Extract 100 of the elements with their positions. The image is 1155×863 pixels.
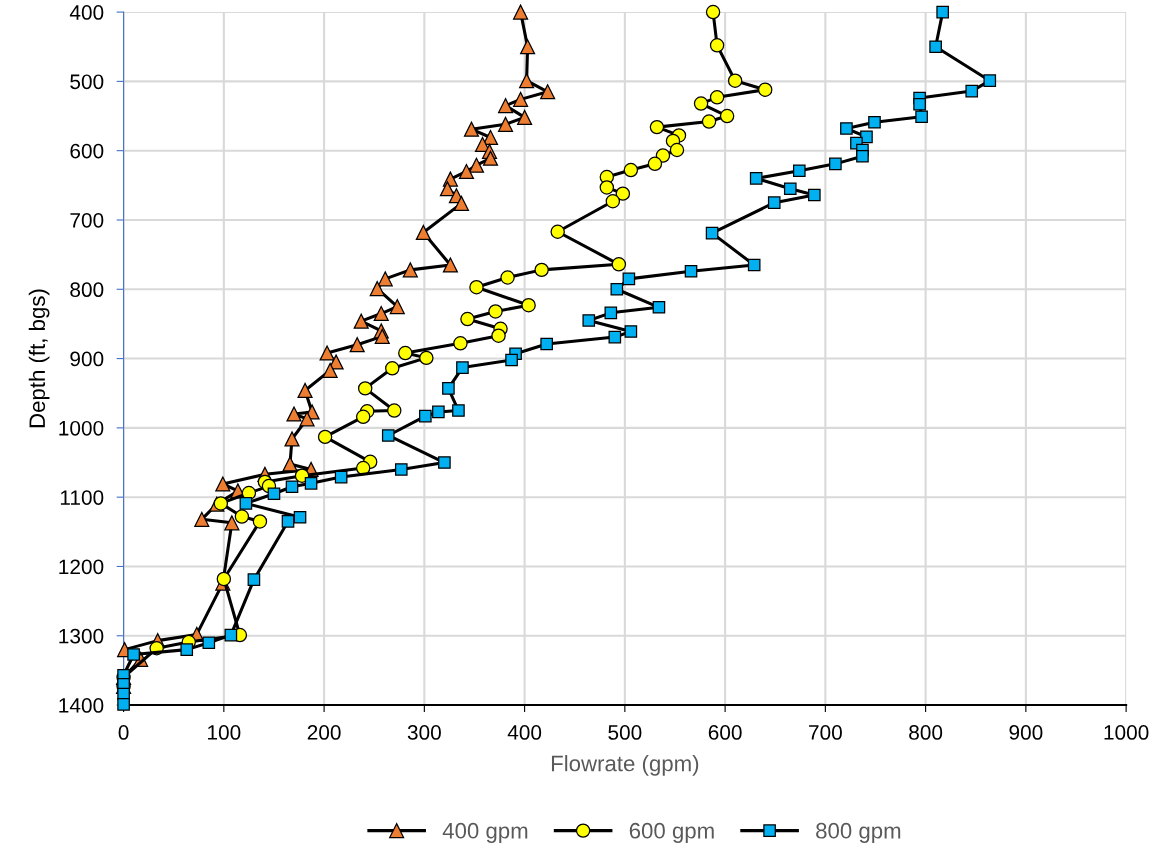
x-tick-label: 400	[507, 725, 542, 740]
point	[297, 382, 313, 399]
point	[385, 361, 400, 376]
y-tick-label: 500	[70, 74, 104, 90]
x-tick-label: 900	[1009, 725, 1043, 740]
point	[488, 304, 503, 319]
point	[267, 487, 281, 501]
point	[624, 325, 638, 338]
point	[610, 282, 624, 296]
point	[389, 299, 405, 315]
point	[497, 116, 514, 132]
x-axis-title: Flowrate (gpm)	[551, 755, 699, 776]
x-tick-label: 1000	[1104, 725, 1149, 740]
point	[456, 361, 469, 374]
point	[669, 142, 685, 158]
point	[281, 515, 295, 528]
point	[719, 108, 735, 124]
point	[224, 515, 240, 531]
point	[374, 328, 390, 344]
point	[317, 429, 333, 445]
point	[808, 188, 821, 202]
point	[747, 258, 761, 272]
point	[513, 91, 529, 107]
legend-label: 600 gpm	[629, 822, 714, 843]
point	[458, 163, 475, 180]
legend-label: 800 gpm	[816, 822, 901, 843]
point	[534, 262, 549, 278]
point	[540, 337, 553, 351]
point	[684, 264, 698, 278]
point	[419, 350, 434, 366]
point	[299, 411, 315, 427]
point	[829, 157, 842, 171]
point	[604, 306, 618, 320]
point	[234, 509, 250, 524]
point	[127, 648, 140, 661]
point	[438, 456, 451, 469]
point	[709, 90, 725, 105]
point	[285, 480, 299, 494]
x-tick-label: 500	[608, 725, 642, 740]
point	[783, 182, 797, 196]
point	[419, 409, 432, 423]
point	[373, 305, 389, 322]
point	[915, 110, 928, 124]
x-tick-label: 200	[307, 725, 341, 740]
point	[381, 429, 395, 442]
point	[377, 271, 393, 287]
point	[402, 262, 418, 278]
point	[387, 403, 402, 418]
point	[442, 257, 458, 273]
point	[757, 82, 773, 97]
point	[605, 194, 621, 209]
point	[394, 463, 408, 476]
point	[693, 96, 709, 111]
point	[965, 84, 979, 98]
point	[202, 636, 216, 650]
point	[649, 119, 665, 135]
point	[415, 224, 431, 241]
x-tick-label: 600	[708, 725, 742, 740]
point	[749, 172, 763, 185]
point	[913, 97, 926, 111]
point	[460, 311, 475, 327]
point	[840, 122, 853, 135]
point	[550, 224, 565, 239]
point	[252, 514, 268, 529]
point	[582, 314, 596, 327]
point	[398, 345, 413, 361]
y-tick-label: 1300	[59, 628, 104, 644]
point	[239, 497, 253, 510]
point	[432, 405, 445, 419]
x-tick-label: 300	[407, 725, 441, 740]
point	[442, 382, 455, 395]
point	[500, 270, 515, 285]
point	[622, 272, 636, 286]
point	[936, 5, 949, 19]
point	[247, 573, 261, 586]
point	[452, 404, 465, 417]
x-tick-label: 700	[809, 725, 842, 740]
point	[482, 129, 499, 146]
point	[369, 281, 385, 297]
y-tick-label: 700	[70, 212, 104, 228]
point	[767, 196, 781, 209]
point	[623, 162, 639, 178]
point	[611, 257, 627, 272]
point	[216, 571, 232, 587]
point	[293, 510, 307, 524]
point	[463, 121, 480, 137]
y-tick-label: 1400	[59, 698, 104, 713]
y-tick-label: 600	[70, 143, 104, 159]
point	[647, 156, 663, 172]
point	[705, 226, 719, 240]
point	[482, 150, 499, 166]
point	[349, 337, 365, 353]
point	[615, 186, 631, 201]
point	[709, 38, 725, 53]
y-tick-label: 1200	[59, 559, 104, 575]
legend-label: 400 gpm	[442, 822, 528, 843]
point	[357, 381, 373, 396]
point	[353, 313, 369, 329]
point	[213, 496, 229, 511]
point	[334, 470, 348, 484]
